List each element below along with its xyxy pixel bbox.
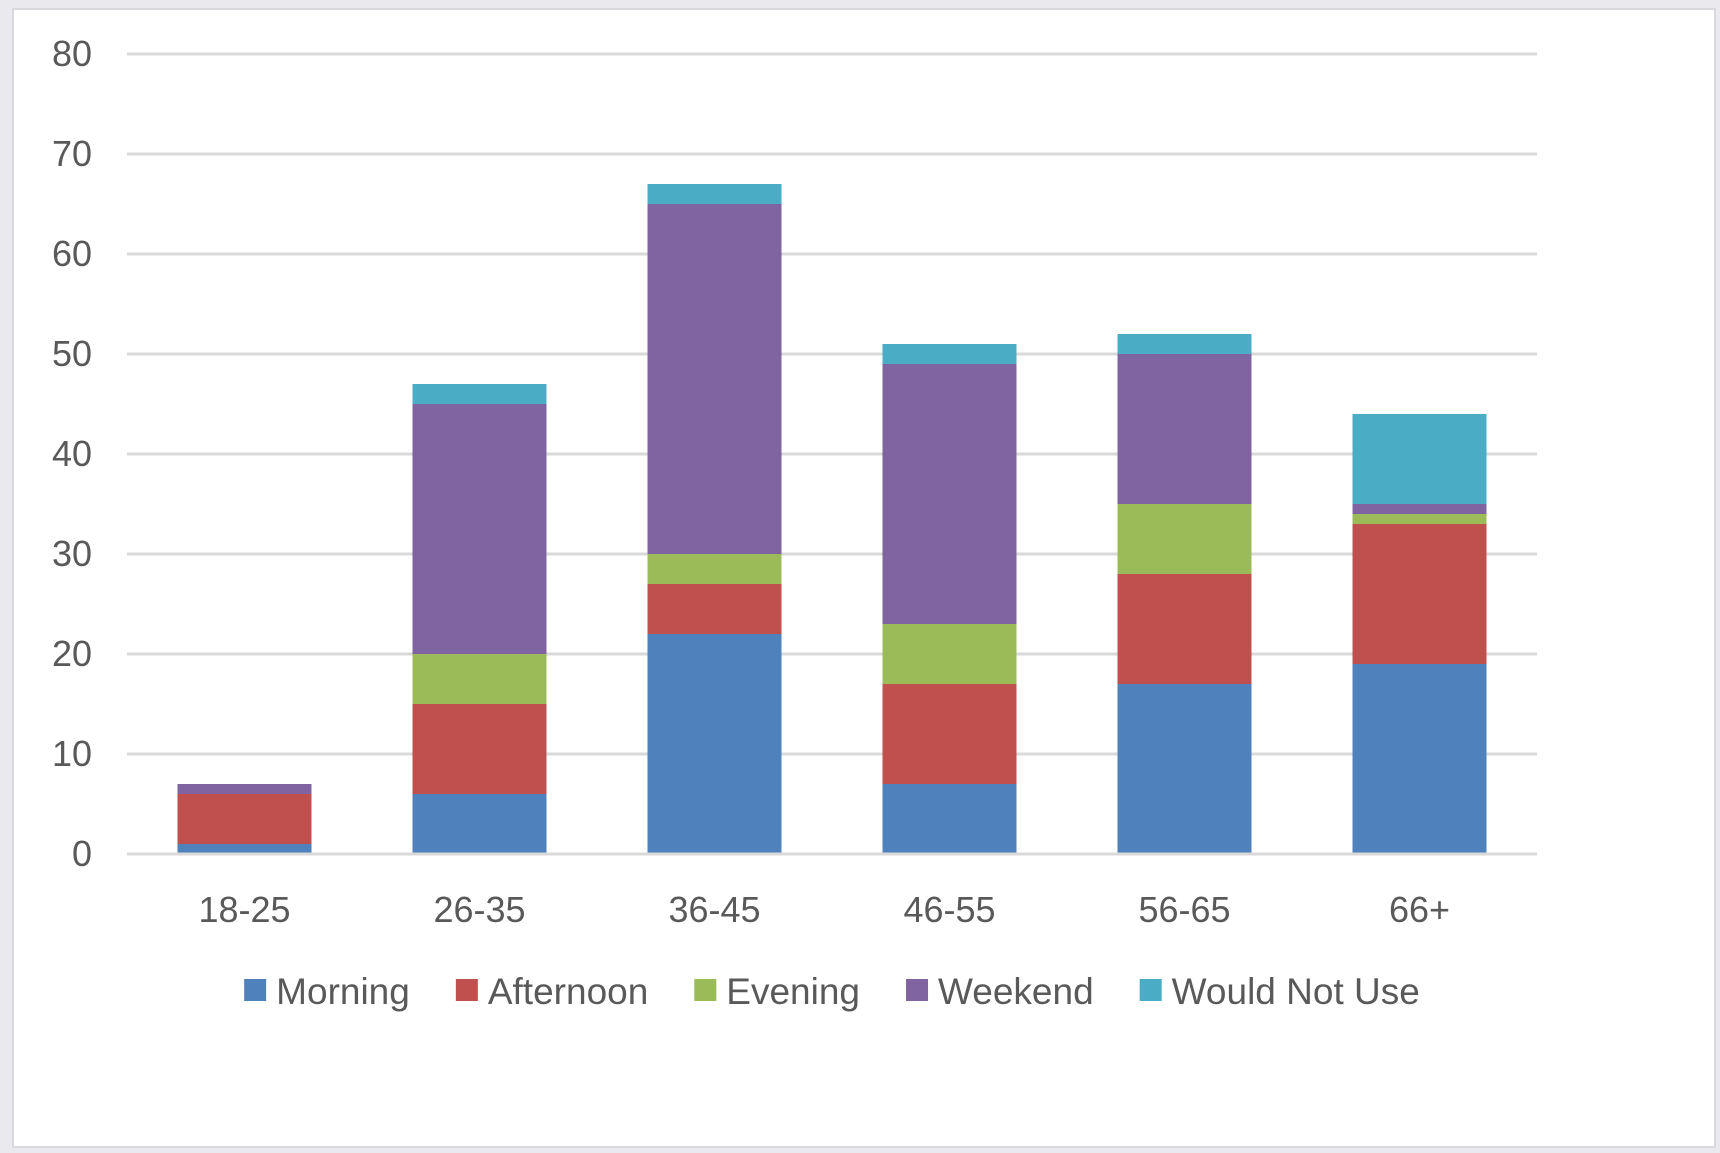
y-tick-label: 20 [52,633,92,674]
bar-segment-morning [883,784,1017,854]
bar-segment-afternoon [413,704,547,794]
bar-segment-evening [1353,514,1487,524]
bar-segment-would-not-use [883,344,1017,364]
bar-segment-would-not-use [413,384,547,404]
legend-swatch [906,979,928,1001]
y-tick-label: 60 [52,233,92,274]
x-tick-label: 36-45 [668,889,760,930]
y-tick-label: 70 [52,133,92,174]
x-tick-label: 66+ [1389,889,1450,930]
bar-segment-would-not-use [1118,334,1252,354]
legend-label: Afternoon [488,971,648,1012]
legend-swatch [1140,979,1162,1001]
y-tick-label: 30 [52,533,92,574]
legend-label: Evening [726,971,860,1012]
bar-segment-weekend [648,204,782,554]
legend-item: Morning [244,971,410,1012]
legend-label: Weekend [938,971,1094,1012]
bar-segment-afternoon [648,584,782,634]
y-tick-label: 10 [52,733,92,774]
bar-segment-weekend [1353,504,1487,514]
bar-segment-morning [1118,684,1252,854]
x-tick-label: 46-55 [903,889,995,930]
bar-segment-morning [1353,664,1487,854]
x-axis-ticks: 18-25 26-35 36-45 46-55 56-65 66+ [127,854,1537,930]
legend-item: Evening [694,971,860,1012]
bar-segment-morning [648,634,782,854]
bar-segment-evening [1118,504,1252,574]
y-axis-ticks: 0 10 20 30 40 50 60 70 80 [52,33,92,874]
gridlines [127,54,1537,854]
legend-item: Afternoon [456,971,648,1012]
legend-swatch [244,979,266,1001]
x-tick-label: 18-25 [198,889,290,930]
bar-segment-weekend [883,364,1017,624]
y-tick-label: 80 [52,33,92,74]
y-tick-label: 50 [52,333,92,374]
legend-swatch [694,979,716,1001]
bar-segment-would-not-use [648,184,782,204]
bar-segment-afternoon [883,684,1017,784]
x-tick-label: 26-35 [433,889,525,930]
legend-item: Would Not Use [1140,971,1420,1012]
y-tick-label: 40 [52,433,92,474]
bar-segment-evening [413,654,547,704]
legend-label: Morning [276,971,410,1012]
bar-segment-weekend [1118,354,1252,504]
legend-label: Would Not Use [1172,971,1420,1012]
bar-segment-weekend [178,784,312,794]
bar-segment-afternoon [1353,524,1487,664]
y-tick-label: 0 [72,833,92,874]
legend-item: Weekend [906,971,1094,1012]
bar-segment-morning [413,794,547,854]
legend: Morning Afternoon Evening Weekend Would Not … [244,971,1420,1012]
stacked-bar-chart: 0 10 20 30 40 50 60 70 80 18-25 26-35 36-45 46-55 56… [14,10,1714,1146]
legend-swatch [456,979,478,1001]
chart-frame: 0 10 20 30 40 50 60 70 80 18-25 26-35 36-45 46-55 56… [12,8,1716,1148]
bar-segment-afternoon [178,794,312,844]
bar-segment-weekend [413,404,547,654]
x-tick-label: 56-65 [1138,889,1230,930]
bar-segment-afternoon [1118,574,1252,684]
bar-segment-would-not-use [1353,414,1487,504]
bar-segment-evening [883,624,1017,684]
bar-segment-evening [648,554,782,584]
